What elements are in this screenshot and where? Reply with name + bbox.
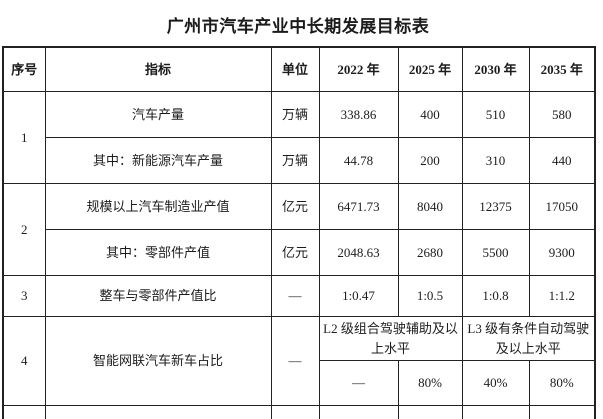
clipped-cell xyxy=(318,405,399,419)
clipped-cell xyxy=(2,405,46,419)
cell-r1b-unit: 万辆 xyxy=(270,137,320,184)
cell-r4-l2-level: L2 级组合驾驶辅助及以上水平 xyxy=(318,316,463,361)
cell-r1-serial: 1 xyxy=(2,91,46,184)
header-cell-indicator: 指标 xyxy=(44,46,272,92)
cell-r2a-2030: 12375 xyxy=(461,183,530,230)
cell-r1b-2022: 44.78 xyxy=(318,137,399,184)
table-row: 其中：零部件产值 亿元 2048.63 2680 5500 9300 xyxy=(3,229,596,276)
cell-r2a-2035: 17050 xyxy=(528,183,596,230)
cell-r2a-indicator: 规模以上汽车制造业产值 xyxy=(44,183,272,230)
clipped-cell xyxy=(461,405,530,419)
cell-r3-2025: 1:0.5 xyxy=(397,275,463,317)
cell-r1b-2025: 200 xyxy=(397,137,463,184)
cell-r2b-indicator: 其中：零部件产值 xyxy=(44,229,272,276)
cell-r3-indicator: 整车与零部件产值比 xyxy=(44,275,272,317)
cell-r4-2025: 80% xyxy=(397,360,463,406)
cell-r2b-2025: 2680 xyxy=(397,229,463,276)
cell-r1a-indicator: 汽车产量 xyxy=(44,91,272,138)
header-cell-2035: 2035 年 xyxy=(528,46,596,92)
cell-r2a-2022: 6471.73 xyxy=(318,183,399,230)
table-row-clipped xyxy=(2,405,596,419)
clipped-cell xyxy=(270,405,320,419)
cell-r4-2030: 40% xyxy=(461,360,530,406)
clipped-cell xyxy=(44,405,272,419)
table-row: 3 整车与零部件产值比 — 1:0.47 1:0.5 1:0.8 1:1.2 xyxy=(2,275,596,317)
cell-r3-unit: — xyxy=(270,275,320,317)
cell-r1b-2035: 440 xyxy=(528,137,596,184)
cell-r2b-unit: 亿元 xyxy=(270,229,320,276)
cell-r1a-2030: 510 xyxy=(461,91,530,138)
table-title: 广州市汽车产业中长期发展目标表 xyxy=(166,17,430,36)
cell-r2-serial: 2 xyxy=(2,183,46,276)
cell-r3-2022: 1:0.47 xyxy=(318,275,399,317)
cell-r1b-2030: 310 xyxy=(461,137,530,184)
cell-r2a-unit: 亿元 xyxy=(270,183,320,230)
cell-r4-2022: — xyxy=(318,360,399,406)
clipped-cell xyxy=(528,405,596,419)
table-row: 其中：新能源汽车产量 万辆 44.78 200 310 440 xyxy=(3,137,596,184)
cell-r4-unit: — xyxy=(270,316,320,406)
cell-r2b-2035: 9300 xyxy=(528,229,596,276)
cell-r4-serial: 4 xyxy=(2,316,46,406)
header-row: 序号 指标 单位 2022 年 2025 年 2030 年 2035 年 xyxy=(2,46,596,92)
cell-r2b-2022: 2048.63 xyxy=(318,229,399,276)
cell-r4-indicator: 智能网联汽车新车占比 xyxy=(44,316,272,406)
cell-r1a-unit: 万辆 xyxy=(270,91,320,138)
cell-r4-2035: 80% xyxy=(528,360,596,406)
header-cell-2030: 2030 年 xyxy=(461,46,530,92)
cell-r3-2030: 1:0.8 xyxy=(461,275,530,317)
table-row: 1 汽车产量 万辆 338.86 400 510 580 xyxy=(2,91,596,184)
cell-r3-serial: 3 xyxy=(2,275,46,317)
table-row: — 80% 40% 80% xyxy=(3,360,596,406)
clipped-cell xyxy=(397,405,463,419)
cell-r1b-indicator: 其中：新能源汽车产量 xyxy=(44,137,272,184)
table-row: 2 规模以上汽车制造业产值 亿元 6471.73 8040 12375 1705… xyxy=(2,183,596,276)
header-cell-unit: 单位 xyxy=(270,46,320,92)
development-goals-table: 序号 指标 单位 2022 年 2025 年 2030 年 2035 年 1 汽… xyxy=(2,46,596,419)
cell-r2b-2030: 5500 xyxy=(461,229,530,276)
cell-r1a-2022: 338.86 xyxy=(318,91,399,138)
header-cell-2022: 2022 年 xyxy=(318,46,399,92)
header-cell-serial: 序号 xyxy=(2,46,46,92)
cell-r1a-2025: 400 xyxy=(397,91,463,138)
cell-r3-2035: 1:1.2 xyxy=(528,275,596,317)
cell-r4-l3-level: L3 级有条件自动驾驶及以上水平 xyxy=(461,316,596,361)
cell-r1a-2035: 580 xyxy=(528,91,596,138)
header-cell-2025: 2025 年 xyxy=(397,46,463,92)
table-row: 4 智能网联汽车新车占比 — L2 级组合驾驶辅助及以上水平 L3 级有条件自动… xyxy=(2,316,596,406)
cell-r2a-2025: 8040 xyxy=(397,183,463,230)
